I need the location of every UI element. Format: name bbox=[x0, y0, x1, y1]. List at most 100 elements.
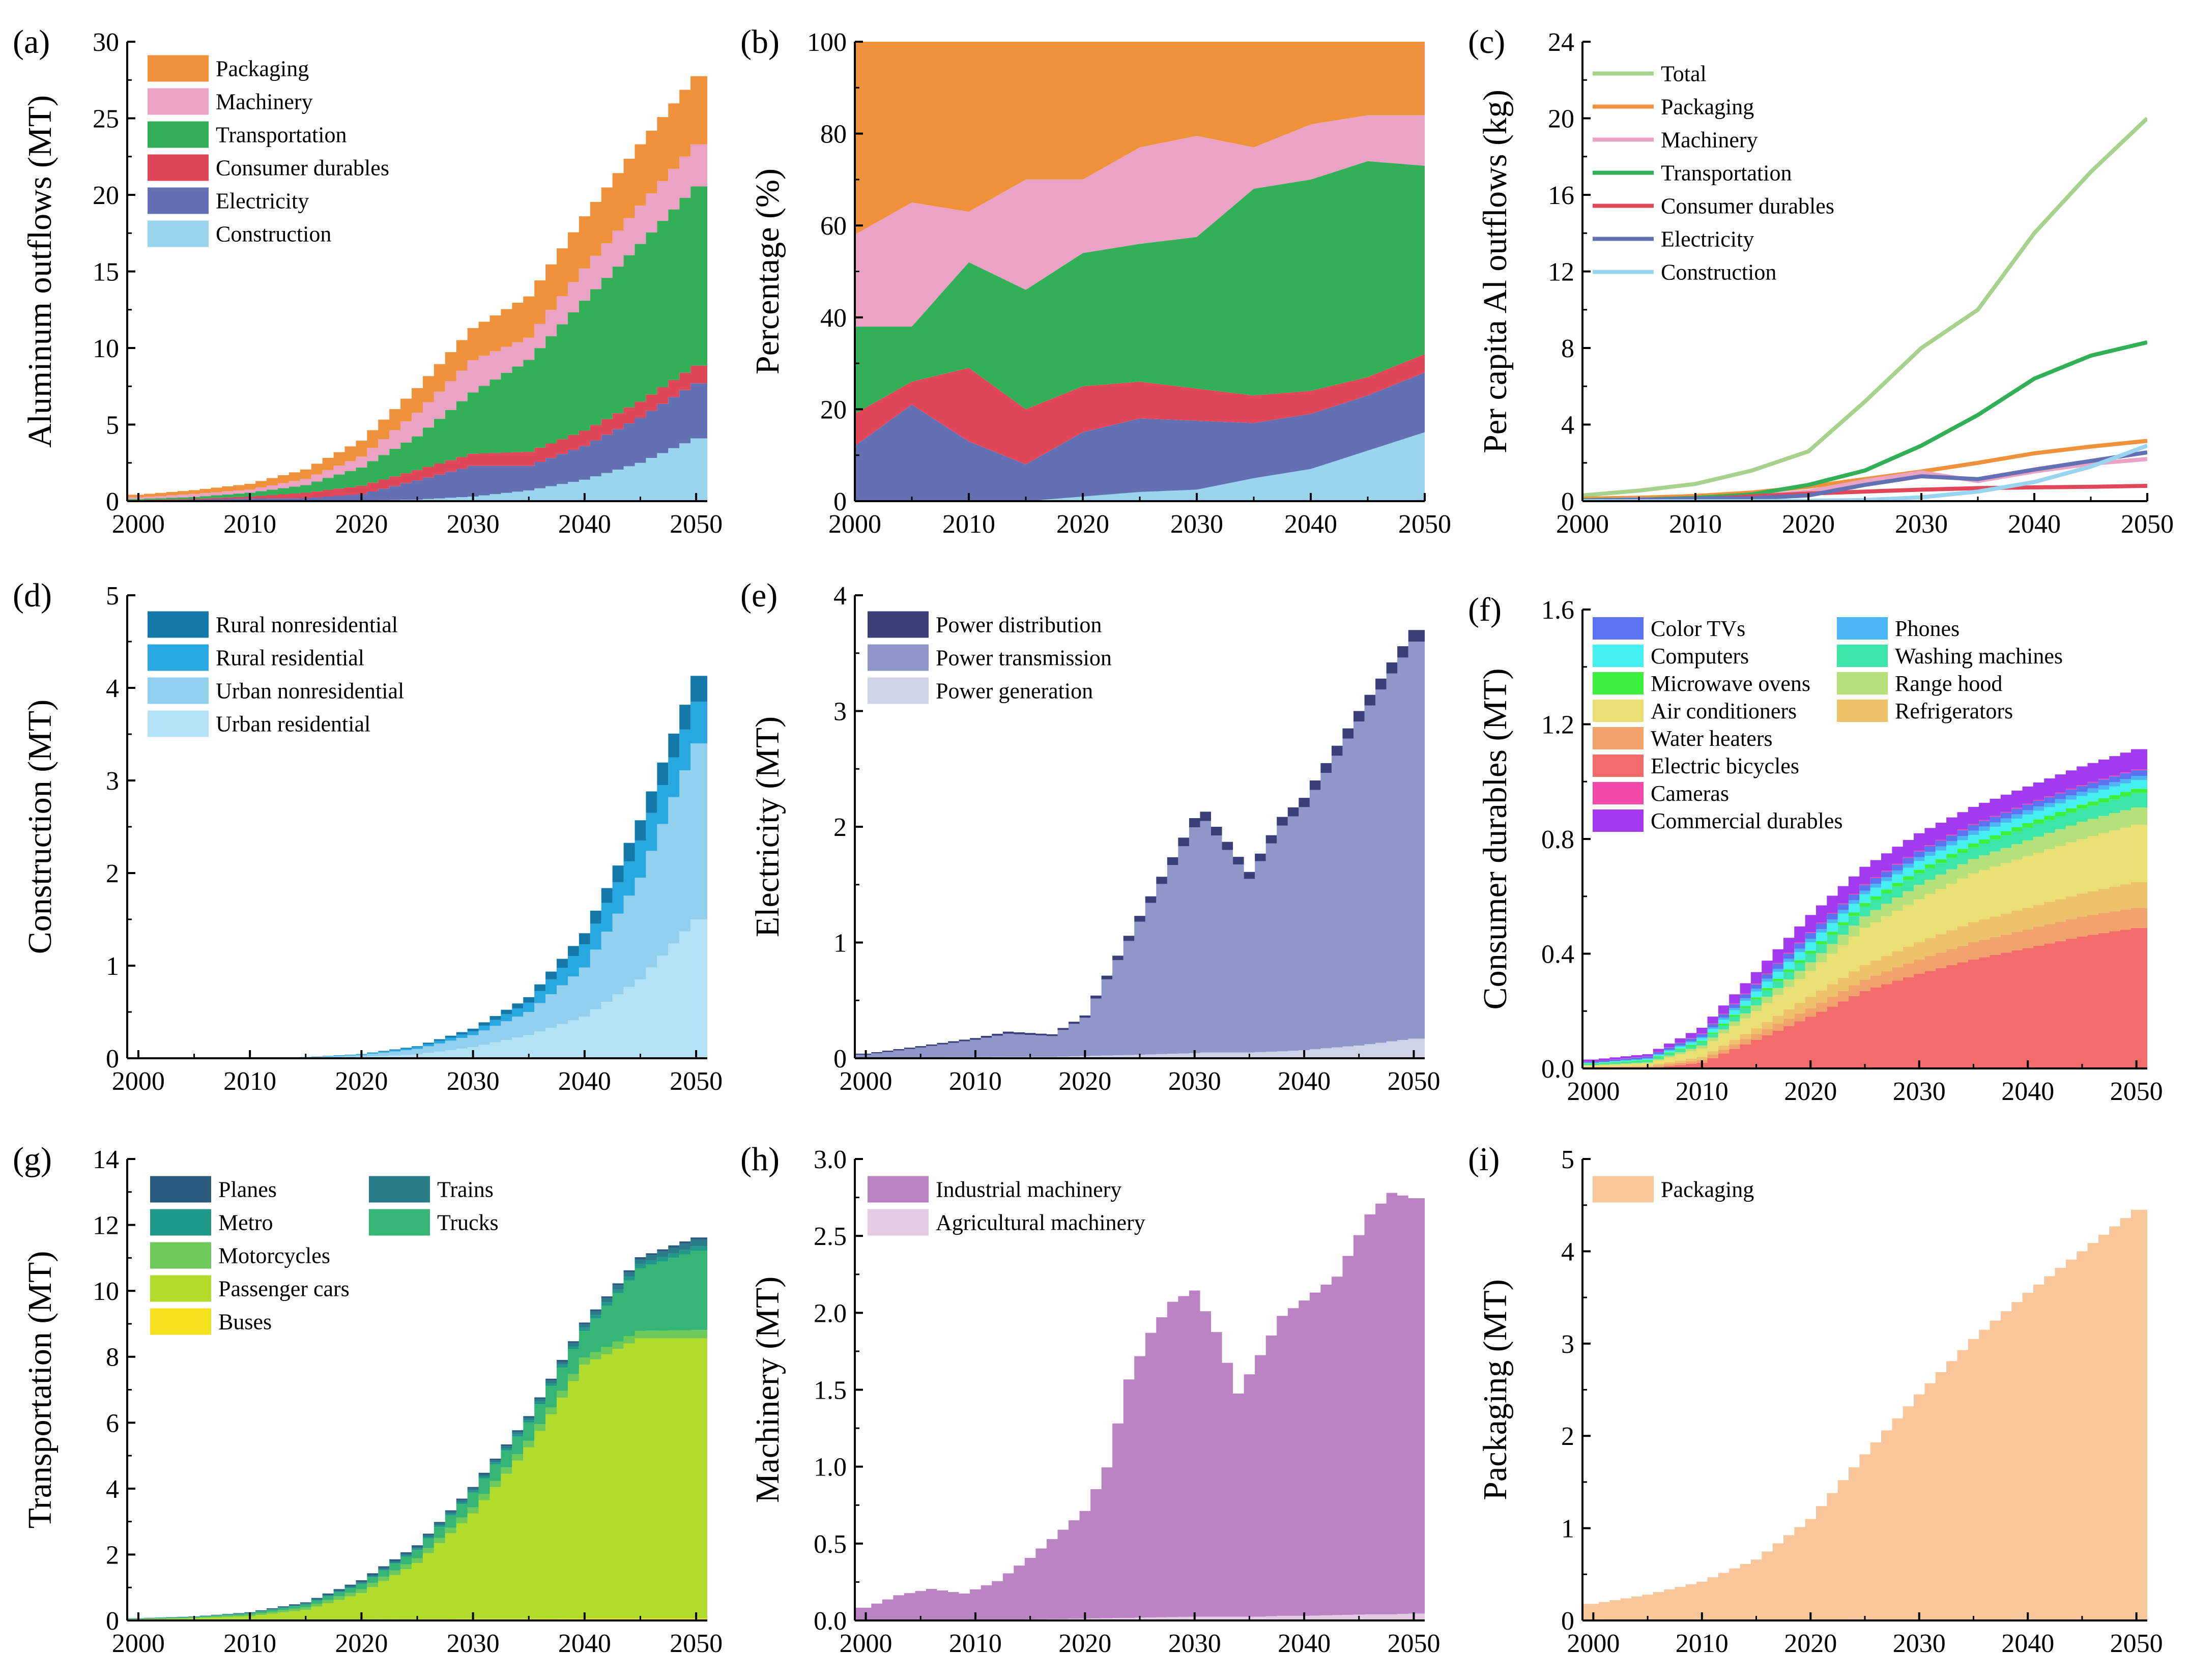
x-tick-label: 2010 bbox=[942, 510, 995, 539]
panel-g: 0 2 4 6 8 10 12 14 2000 2010 2020 2030 2040 2050 Trans… bbox=[13, 1141, 723, 1658]
series-area-consumer-durables bbox=[127, 365, 707, 501]
legend-swatch bbox=[148, 644, 209, 671]
series-area-packaging bbox=[1582, 1209, 2147, 1620]
y-tick-label: 0 bbox=[106, 487, 119, 516]
y-tick-label: 4 bbox=[833, 582, 847, 611]
series-area-transportation bbox=[855, 161, 1425, 414]
y-axis-label-i: Packaging (MT) bbox=[1477, 1279, 1514, 1500]
series-area-industrial-machinery bbox=[855, 1193, 1425, 1620]
x-tick-label: 2040 bbox=[558, 1067, 611, 1096]
x-tick-label: 2050 bbox=[2121, 510, 2174, 539]
y-tick-label: 80 bbox=[820, 120, 847, 149]
legend-label: Power distribution bbox=[936, 613, 1102, 638]
y-tick-label: 2 bbox=[106, 859, 119, 888]
legend-label: Electricity bbox=[216, 189, 309, 214]
legend-swatch bbox=[150, 1242, 211, 1269]
series-area-electric-bicycles bbox=[1582, 928, 2147, 1068]
x-tick-label: 2030 bbox=[1168, 1629, 1221, 1658]
legend-swatch bbox=[1837, 645, 1888, 667]
x-tick-label: 2010 bbox=[223, 1629, 276, 1658]
y-tick-label: 4 bbox=[106, 674, 119, 703]
y-tick-label: 8 bbox=[106, 1343, 119, 1372]
legend-swatch bbox=[148, 677, 209, 704]
legend-label: Construction bbox=[1661, 260, 1776, 285]
legend-swatch bbox=[1837, 672, 1888, 694]
legend-label: Electricity bbox=[1661, 227, 1754, 252]
legend-swatch bbox=[868, 611, 929, 638]
y-tick-label: 0.0 bbox=[814, 1607, 847, 1636]
x-tick-label: 2050 bbox=[670, 1629, 723, 1658]
legend-swatch bbox=[1837, 617, 1888, 640]
legend-label: Metro bbox=[218, 1210, 273, 1235]
y-axis-label-c: Per capita Al outflows (kg) bbox=[1477, 90, 1514, 453]
plot-area-a bbox=[127, 76, 707, 501]
legend-swatch bbox=[1593, 1176, 1654, 1203]
legend-swatch bbox=[150, 1209, 211, 1236]
legend-label: Washing machines bbox=[1895, 644, 2063, 669]
y-tick-label: 5 bbox=[106, 582, 119, 611]
y-tick-label: 40 bbox=[820, 304, 847, 333]
y-tick-label: 1.2 bbox=[1541, 711, 1574, 740]
series-area-rural-residential bbox=[127, 702, 707, 1058]
legend-f: Color TVs Phones Computers Washing machines… bbox=[1593, 616, 2063, 833]
x-tick-label: 2010 bbox=[1676, 1077, 1729, 1106]
x-tick-label: 2040 bbox=[558, 510, 611, 539]
series-area-consumer-durables bbox=[855, 354, 1425, 465]
y-tick-label: 30 bbox=[93, 28, 119, 57]
series-area-machinery bbox=[855, 115, 1425, 327]
x-tick-label: 2010 bbox=[223, 510, 276, 539]
legend-c: Total Packaging Machinery Transportation Con… bbox=[1593, 62, 1834, 285]
series-line-transportation bbox=[1582, 340, 2147, 501]
legend-swatch bbox=[148, 611, 209, 638]
y-axis-label-h: Machinery (MT) bbox=[749, 1277, 786, 1503]
x-tick-label: 2010 bbox=[1669, 510, 1722, 539]
x-tick-label: 2020 bbox=[1056, 510, 1109, 539]
x-tick-label: 2030 bbox=[1893, 1629, 1946, 1658]
y-tick-label: 3 bbox=[106, 767, 119, 796]
x-tick-label: 2000 bbox=[840, 1067, 892, 1096]
y-axis-label-g: Transportation (MT) bbox=[21, 1251, 59, 1529]
y-tick-label: 20 bbox=[1548, 105, 1574, 134]
series-area-power-generation bbox=[855, 1038, 1425, 1058]
y-axis-label-f: Consumer durables (MT) bbox=[1477, 669, 1514, 1010]
legend-swatch bbox=[150, 1275, 211, 1302]
x-tick-label: 2050 bbox=[670, 1067, 723, 1096]
legend-swatch bbox=[868, 677, 929, 704]
y-tick-label: 5 bbox=[1561, 1145, 1574, 1174]
legend-label: Agricultural machinery bbox=[936, 1210, 1145, 1235]
series-area-urban-residential bbox=[127, 919, 707, 1058]
legend-label: Passenger cars bbox=[218, 1277, 350, 1301]
x-tick-label: 2000 bbox=[1556, 510, 1609, 539]
legend-label: Commercial durables bbox=[1651, 808, 1843, 833]
x-tick-label: 2030 bbox=[1168, 1067, 1221, 1096]
legend-g: Planes Trains Metro Trucks Motorcycles Passen… bbox=[150, 1176, 499, 1335]
y-tick-label: 4 bbox=[106, 1475, 119, 1504]
y-tick-label: 2.0 bbox=[814, 1299, 847, 1328]
x-tick-label: 2030 bbox=[1893, 1077, 1946, 1106]
legend-swatch bbox=[868, 644, 929, 671]
y-tick-label: 0 bbox=[1561, 1607, 1574, 1636]
legend-i: Packaging bbox=[1593, 1176, 1754, 1203]
y-axis-label-a: Aluminum outflows (MT) bbox=[21, 95, 59, 448]
legend-label: Buses bbox=[218, 1310, 272, 1335]
legend-swatch bbox=[1593, 672, 1644, 694]
x-tick-label: 2030 bbox=[447, 1067, 500, 1096]
legend-label: Trains bbox=[437, 1177, 494, 1202]
legend-swatch bbox=[150, 1176, 211, 1203]
x-tick-label: 2040 bbox=[2008, 510, 2061, 539]
panel-label-d: (d) bbox=[13, 577, 52, 614]
legend-label: Power generation bbox=[936, 679, 1093, 704]
series-area-refrigerators bbox=[1582, 882, 2147, 1068]
x-tick-label: 2020 bbox=[335, 1629, 388, 1658]
x-tick-label: 2030 bbox=[447, 1629, 500, 1658]
y-tick-label: 25 bbox=[93, 105, 119, 134]
legend-label: Trucks bbox=[437, 1210, 499, 1235]
y-tick-label: 0 bbox=[106, 1045, 119, 1074]
legend-swatch bbox=[868, 1209, 929, 1236]
series-area-electricity bbox=[855, 372, 1425, 501]
legend-swatch bbox=[1593, 700, 1644, 722]
legend-label: Construction bbox=[216, 222, 331, 247]
legend-swatch bbox=[1593, 727, 1644, 749]
x-tick-label: 2000 bbox=[1567, 1077, 1620, 1106]
y-tick-label: 3.0 bbox=[814, 1145, 847, 1174]
